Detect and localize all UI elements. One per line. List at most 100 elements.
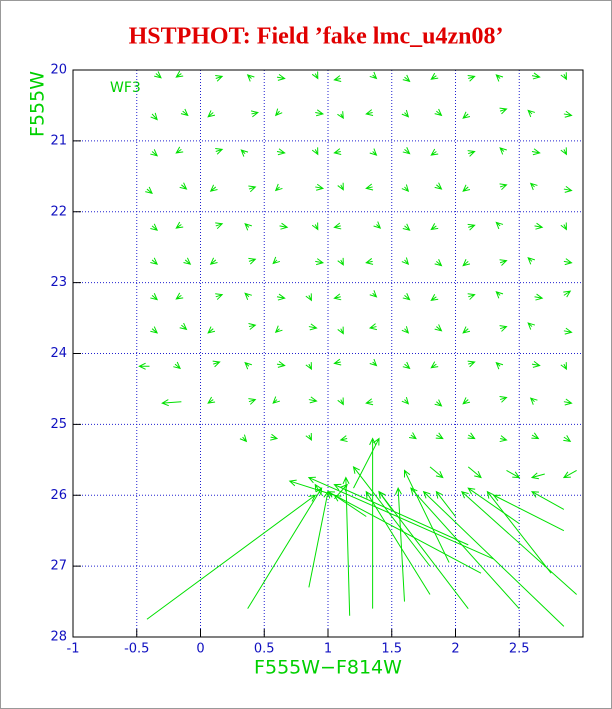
- arrow: [495, 291, 504, 299]
- arrow: [495, 221, 504, 230]
- arrow: [527, 109, 536, 118]
- arrow: [408, 432, 417, 440]
- arrow: [315, 258, 325, 266]
- arrow: [560, 362, 567, 371]
- arrow: [435, 432, 444, 440]
- arrow: [401, 257, 410, 266]
- arrow: [369, 437, 377, 609]
- arrow: [175, 70, 184, 78]
- arrow: [248, 185, 257, 193]
- arrow: [244, 223, 252, 231]
- arrow: [179, 322, 188, 331]
- arrow: [499, 183, 508, 191]
- arrow: [274, 108, 283, 117]
- y-tick-label: 28: [50, 630, 67, 645]
- arrow: [175, 146, 184, 154]
- arrow: [272, 396, 281, 404]
- arrow: [402, 147, 411, 155]
- arrow: [353, 437, 380, 489]
- arrow: [215, 222, 224, 230]
- arrow: [339, 435, 348, 443]
- arrow: [531, 361, 541, 368]
- arrow: [150, 112, 158, 121]
- arrow: [506, 470, 521, 479]
- arrow: [207, 396, 216, 404]
- arrow: [369, 148, 378, 156]
- arrow: [492, 494, 565, 532]
- arrow: [467, 293, 476, 300]
- arrow: [563, 290, 572, 298]
- arrow: [434, 324, 443, 332]
- x-axis-label: F555W−F814W: [254, 657, 402, 679]
- arrow: [563, 398, 573, 406]
- y-tick-label: 27: [50, 559, 67, 574]
- x-tick-label: 1: [324, 642, 332, 657]
- arrow: [270, 433, 279, 441]
- arrow: [410, 487, 520, 609]
- arrow: [467, 466, 482, 479]
- arrow: [244, 292, 252, 300]
- arrow: [401, 109, 410, 118]
- arrow: [373, 221, 382, 229]
- x-tick-label: -1: [67, 642, 80, 657]
- arrow: [430, 361, 439, 369]
- arrow: [401, 396, 410, 405]
- arrow: [369, 71, 378, 80]
- arrow: [430, 223, 439, 231]
- arrow: [333, 222, 342, 230]
- arrow: [499, 325, 508, 332]
- arrow: [311, 71, 319, 80]
- arrow: [175, 221, 184, 229]
- arrow: [368, 323, 378, 331]
- arrow: [369, 358, 378, 367]
- arrow: [146, 494, 317, 620]
- arrow: [365, 398, 374, 406]
- plot-frame: [72, 69, 584, 638]
- arrow: [560, 72, 567, 81]
- arrow: [531, 148, 541, 156]
- arrow: [530, 491, 565, 510]
- arrow: [239, 434, 248, 443]
- arrow: [333, 293, 342, 301]
- arrow: [562, 470, 577, 479]
- arrow: [467, 74, 476, 82]
- arrow: [563, 185, 573, 193]
- arrow: [434, 182, 443, 190]
- arrow: [563, 327, 573, 335]
- x-tick-label: 2.5: [509, 642, 530, 657]
- arrow: [462, 397, 471, 405]
- arrow: [150, 257, 159, 265]
- arrow: [401, 184, 410, 193]
- arrow: [352, 465, 431, 567]
- arrow: [378, 490, 393, 510]
- arrow: [305, 432, 312, 441]
- arrow: [248, 323, 257, 330]
- arrow: [534, 293, 544, 301]
- arrow: [560, 222, 567, 231]
- y-tick-label: 22: [50, 204, 67, 219]
- arrow: [499, 396, 508, 403]
- arrow: [154, 71, 162, 79]
- arrow: [563, 258, 573, 266]
- arrow: [209, 184, 218, 192]
- arrow: [272, 256, 281, 265]
- arrow: [333, 148, 342, 156]
- arrow: [215, 74, 224, 82]
- arrow: [337, 326, 344, 335]
- arrow: [288, 479, 335, 496]
- arrow: [314, 483, 323, 496]
- arrow: [337, 397, 344, 406]
- arrow: [403, 469, 450, 563]
- arrow: [307, 476, 494, 560]
- arrow: [180, 108, 189, 117]
- arrow: [462, 326, 471, 334]
- arrow: [333, 483, 469, 546]
- arrow: [305, 293, 312, 302]
- arrow: [161, 399, 182, 407]
- arrow: [365, 490, 431, 595]
- y-tick-label: 20: [50, 63, 67, 78]
- arrow: [434, 259, 443, 267]
- x-tick-label: 0.5: [254, 642, 275, 657]
- arrow: [486, 490, 552, 574]
